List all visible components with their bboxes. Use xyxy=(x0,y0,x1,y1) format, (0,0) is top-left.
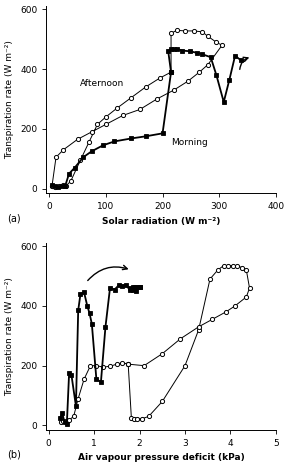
Text: Afternoon: Afternoon xyxy=(80,79,125,88)
Y-axis label: Transpiration rate (W m⁻²): Transpiration rate (W m⁻²) xyxy=(6,277,14,396)
Y-axis label: Transpiration rate (W m⁻²): Transpiration rate (W m⁻²) xyxy=(6,40,14,159)
Text: Morning: Morning xyxy=(171,139,208,147)
X-axis label: Solar radiation (W m⁻²): Solar radiation (W m⁻²) xyxy=(102,217,220,226)
X-axis label: Air vapour pressure deficit (kPa): Air vapour pressure deficit (kPa) xyxy=(78,453,244,462)
Text: (b): (b) xyxy=(7,450,21,460)
Text: (a): (a) xyxy=(7,213,21,223)
